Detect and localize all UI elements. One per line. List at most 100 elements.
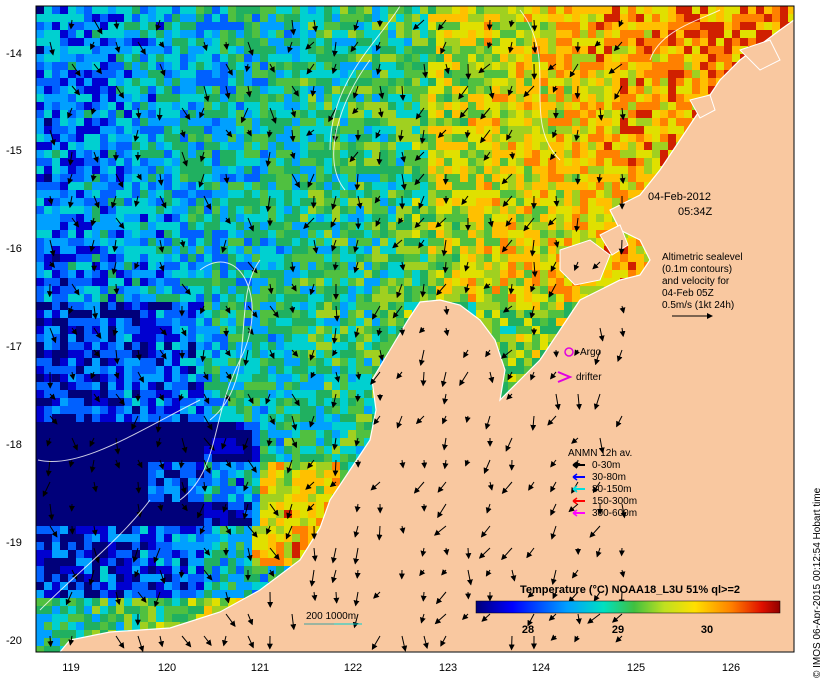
lon-tick: 121 <box>250 662 270 674</box>
velocity-arrow <box>159 327 167 336</box>
velocity-arrow <box>443 547 450 556</box>
velocity-arrow <box>331 239 337 252</box>
velocity-arrow <box>112 239 119 253</box>
velocity-arrow <box>49 415 58 425</box>
velocity-arrow <box>614 85 623 100</box>
velocity-arrow <box>573 261 580 272</box>
velocity-arrow <box>399 85 406 101</box>
velocity-arrow <box>307 459 315 469</box>
velocity-arrow <box>486 41 493 49</box>
credit-text: © IMOS 06-Apr-2015 00:12:54 Hobart time <box>812 487 820 678</box>
velocity-arrow <box>598 327 605 342</box>
velocity-arrow <box>88 569 95 586</box>
velocity-arrow <box>354 437 361 447</box>
velocity-arrow <box>619 173 626 184</box>
velocity-arrow <box>137 371 144 383</box>
velocity-arrow <box>247 217 255 232</box>
velocity-arrow <box>530 415 537 431</box>
velocity-arrow <box>181 151 188 167</box>
drifter-label: drifter <box>576 372 602 383</box>
velocity-arrow <box>136 459 143 469</box>
lon-tick: 122 <box>343 662 363 674</box>
velocity-arrow <box>113 371 120 380</box>
velocity-arrow <box>224 85 231 100</box>
velocity-arrow <box>550 459 557 468</box>
velocity-arrow <box>90 41 96 51</box>
velocity-arrow <box>289 129 296 143</box>
velocity-arrow <box>203 569 213 581</box>
velocity-arrow <box>291 415 298 431</box>
velocity-arrow <box>310 371 317 379</box>
velocity-arrow <box>266 129 273 138</box>
velocity-arrow <box>221 239 227 254</box>
velocity-arrow <box>478 547 491 559</box>
colorbar-tick: 29 <box>611 624 625 636</box>
velocity-arrow <box>509 151 516 160</box>
velocity-arrow <box>480 107 491 120</box>
velocity-arrow <box>375 217 382 227</box>
velocity-arrow <box>92 305 98 320</box>
velocity-arrow <box>247 261 258 274</box>
velocity-arrow <box>350 41 359 53</box>
velocity-arrow <box>550 525 557 540</box>
velocity-arrow <box>156 437 162 448</box>
velocity-arrow <box>289 261 296 273</box>
velocity-arrow <box>115 635 125 649</box>
velocity-arrow <box>131 415 139 431</box>
velocity-arrow <box>305 481 315 490</box>
velocity-arrow <box>269 107 277 124</box>
velocity-arrow <box>71 217 80 228</box>
velocity-arrow <box>246 547 253 562</box>
velocity-arrow <box>203 415 213 431</box>
argo-label: Argo <box>580 347 602 358</box>
velocity-arrow <box>306 503 315 512</box>
velocity-arrow <box>246 129 252 137</box>
velocity-arrow <box>552 85 559 93</box>
velocity-arrow <box>200 349 207 363</box>
velocity-arrow <box>569 63 579 78</box>
velocity-arrow <box>93 393 100 403</box>
velocity-arrow <box>68 459 75 468</box>
velocity-arrow <box>505 217 513 227</box>
velocity-arrow <box>458 85 469 100</box>
velocity-arrow <box>377 107 384 118</box>
velocity-arrow <box>396 371 403 380</box>
velocity-arrow <box>49 129 56 146</box>
velocity-arrow <box>574 217 580 233</box>
velocity-arrow <box>269 503 279 517</box>
velocity-arrow <box>353 547 360 565</box>
velocity-arrow <box>435 591 447 605</box>
velocity-arrow <box>221 437 227 450</box>
velocity-arrow <box>594 40 602 47</box>
velocity-arrow <box>484 415 491 430</box>
velocity-arrow <box>158 635 165 648</box>
velocity-arrow <box>158 393 164 402</box>
velocity-arrow <box>269 63 275 73</box>
velocity-arrow <box>114 437 121 455</box>
velocity-arrow <box>398 217 404 225</box>
velocity-arrow <box>133 129 140 142</box>
velocity-arrow <box>137 41 146 55</box>
velocity-arrow <box>506 393 513 400</box>
velocity-arrow <box>93 349 101 358</box>
velocity-arrow <box>353 261 360 274</box>
velocity-arrow <box>135 349 142 361</box>
velocity-arrow <box>531 41 538 54</box>
velocity-arrow <box>547 63 557 71</box>
velocity-arrow <box>306 63 315 75</box>
velocity-arrow <box>528 481 535 491</box>
anmn-legend-label: 30-80m <box>592 472 626 483</box>
velocity-arrow <box>547 415 557 426</box>
velocity-arrow <box>290 613 297 631</box>
velocity-arrow <box>440 635 447 647</box>
velocity-arrows <box>42 19 627 652</box>
velocity-arrow <box>422 635 429 649</box>
velocity-arrow <box>112 327 119 337</box>
velocity-arrow <box>71 569 78 580</box>
velocity-arrow <box>378 349 385 362</box>
velocity-arrow <box>90 217 97 227</box>
velocity-arrow <box>181 107 191 121</box>
velocity-arrow <box>225 459 232 469</box>
anmn-legend-arrowhead <box>572 461 578 469</box>
velocity-arrow <box>413 481 425 494</box>
